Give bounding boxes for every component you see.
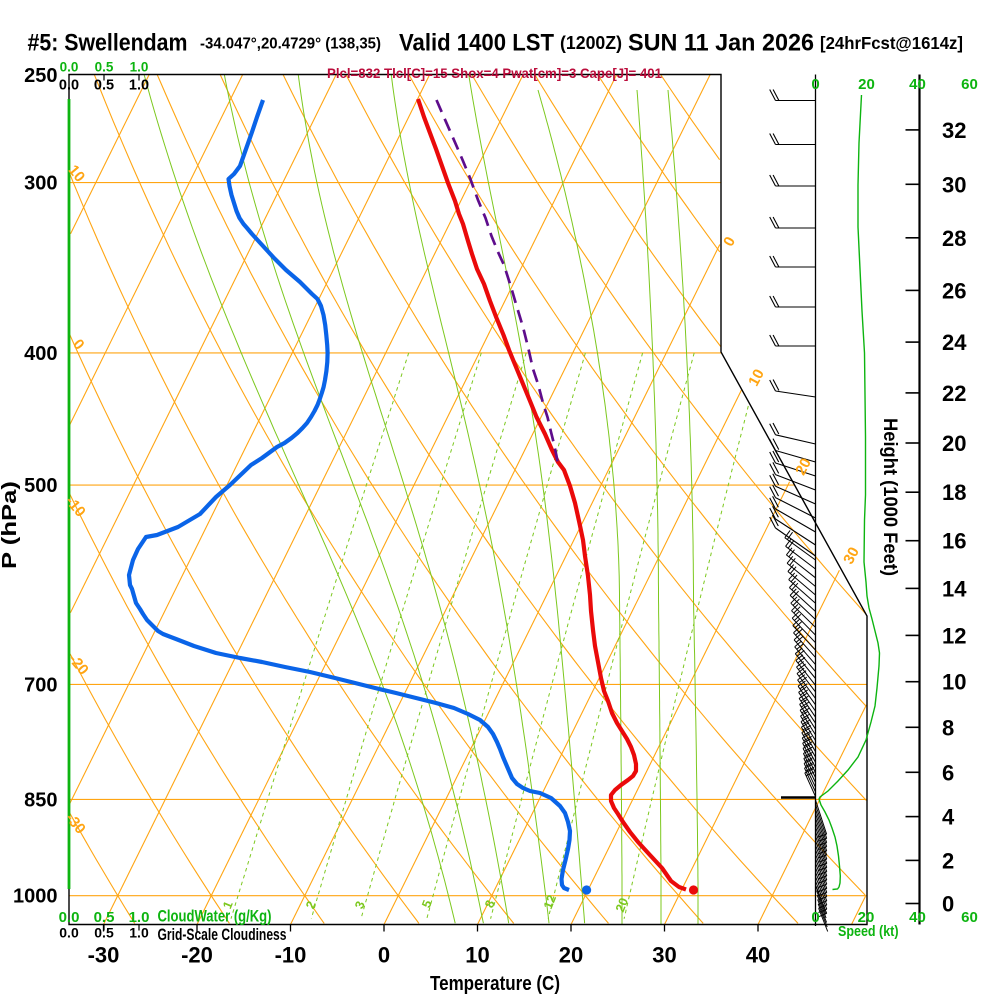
svg-text:40: 40 [909, 909, 926, 926]
svg-text:Height (1000 Feet): Height (1000 Feet) [879, 418, 900, 576]
svg-text:0: 0 [811, 76, 819, 93]
svg-text:-30: -30 [88, 943, 120, 968]
svg-text:60: 60 [961, 909, 978, 926]
svg-text:3: 3 [352, 899, 368, 911]
svg-text:0.5: 0.5 [94, 78, 114, 94]
svg-text:30: 30 [942, 172, 966, 197]
svg-text:4: 4 [942, 805, 955, 830]
svg-text:0.0: 0.0 [60, 60, 79, 75]
svg-text:10: 10 [465, 943, 489, 968]
svg-text:(1200Z): (1200Z) [560, 33, 622, 53]
svg-text:10: 10 [745, 366, 768, 389]
svg-text:0.0: 0.0 [59, 78, 79, 94]
svg-text:300: 300 [24, 173, 57, 195]
svg-text:700: 700 [24, 674, 57, 696]
svg-text:12: 12 [942, 623, 966, 648]
svg-text:30: 30 [840, 544, 863, 567]
svg-text:500: 500 [24, 475, 57, 497]
svg-text:1.0: 1.0 [130, 60, 149, 75]
svg-text:Temperature (C): Temperature (C) [430, 973, 560, 995]
svg-text:40: 40 [909, 76, 926, 93]
svg-text:12: 12 [541, 893, 559, 911]
svg-text:[24hrFcst@1614z]: [24hrFcst@1614z] [820, 33, 963, 53]
svg-text:8: 8 [482, 898, 498, 910]
svg-text:0.0: 0.0 [59, 925, 79, 941]
svg-text:0: 0 [942, 891, 954, 916]
svg-text:0: 0 [811, 909, 819, 926]
svg-text:16: 16 [942, 529, 966, 554]
svg-text:20: 20 [858, 76, 875, 93]
svg-text:1.0: 1.0 [129, 925, 149, 941]
svg-text:Valid 1400 LST: Valid 1400 LST [399, 30, 554, 57]
svg-text:-34.047°,20.4729° (138,35): -34.047°,20.4729° (138,35) [200, 36, 381, 53]
svg-text:0: 0 [378, 943, 390, 968]
svg-text:40: 40 [746, 943, 770, 968]
svg-text:20: 20 [942, 431, 966, 456]
svg-text:Plcl=832 Tlcl[C]=15 Shox=4 Pwa: Plcl=832 Tlcl[C]=15 Shox=4 Pwat[cm]=3 Ca… [327, 65, 662, 81]
svg-text:28: 28 [942, 226, 966, 251]
svg-text:250: 250 [24, 65, 57, 87]
svg-text:1.0: 1.0 [129, 78, 149, 94]
svg-text:CloudWater (g/Kg): CloudWater (g/Kg) [158, 907, 272, 926]
svg-text:-20: -20 [181, 943, 213, 968]
svg-text:400: 400 [24, 343, 57, 365]
svg-text:20: 20 [613, 896, 631, 914]
svg-text:0.5: 0.5 [94, 925, 114, 941]
svg-text:26: 26 [942, 278, 966, 303]
svg-text:850: 850 [24, 789, 57, 811]
svg-text:14: 14 [942, 576, 967, 601]
svg-text:22: 22 [942, 381, 966, 406]
svg-text:1: 1 [220, 899, 236, 911]
svg-text:1000: 1000 [13, 886, 58, 908]
svg-text:Speed (kt): Speed (kt) [838, 924, 899, 940]
svg-text:P (hPa): P (hPa) [0, 481, 21, 569]
svg-text:60: 60 [961, 76, 978, 93]
svg-text:24: 24 [942, 330, 967, 355]
svg-text:5: 5 [419, 898, 435, 910]
svg-text:0.5: 0.5 [95, 60, 114, 75]
svg-text:2: 2 [942, 848, 954, 873]
svg-text:Grid-Scale Cloudiness: Grid-Scale Cloudiness [158, 925, 287, 944]
svg-text:1.0: 1.0 [129, 909, 150, 926]
svg-text:#5: Swellendam: #5: Swellendam [28, 30, 188, 57]
svg-text:6: 6 [942, 760, 954, 785]
svg-text:-10: -10 [275, 943, 307, 968]
svg-text:32: 32 [942, 118, 966, 143]
svg-text:SUN 11 Jan 2026: SUN 11 Jan 2026 [628, 30, 814, 57]
svg-text:10: 10 [942, 670, 966, 695]
svg-text:20: 20 [559, 943, 583, 968]
svg-text:30: 30 [652, 943, 676, 968]
svg-text:0.5: 0.5 [94, 909, 115, 926]
svg-text:0.0: 0.0 [59, 909, 80, 926]
svg-text:2: 2 [303, 899, 319, 911]
svg-text:18: 18 [942, 480, 966, 505]
svg-text:20: 20 [792, 455, 815, 478]
svg-text:8: 8 [942, 715, 954, 740]
svg-text:20: 20 [858, 909, 875, 926]
